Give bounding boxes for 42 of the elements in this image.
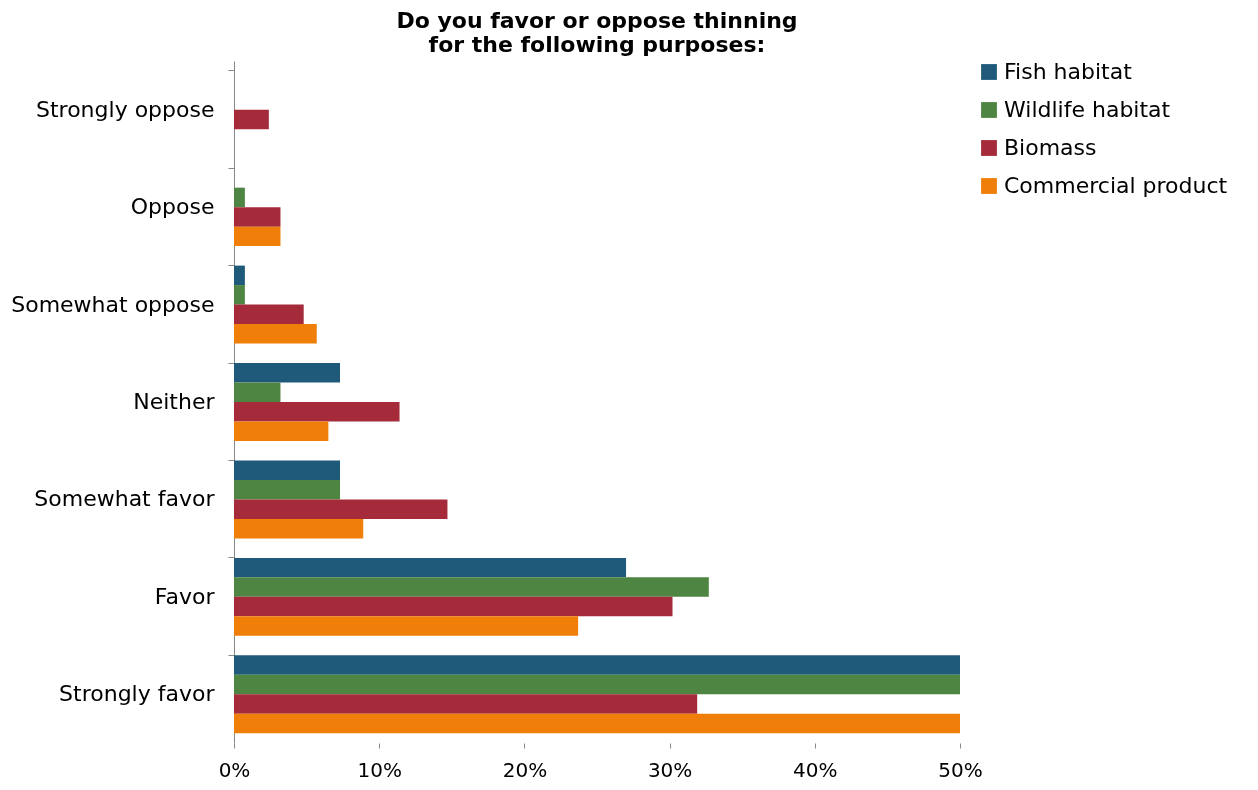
bar xyxy=(234,207,281,227)
y-tick-label: Strongly favor xyxy=(59,681,216,707)
bar xyxy=(234,479,340,500)
y-tick-label: Somewhat oppose xyxy=(11,291,215,317)
legend-label: Wildlife habitat xyxy=(1004,97,1171,122)
y-tick-label: Neither xyxy=(133,389,216,414)
legend-label: Fish habitat xyxy=(1004,59,1133,84)
bar xyxy=(234,421,329,441)
x-tick-label: 0% xyxy=(218,757,251,782)
x-tick-label: 50% xyxy=(938,757,983,782)
bar xyxy=(234,324,317,344)
bar xyxy=(234,226,281,247)
y-tick-label: Favor xyxy=(154,583,216,609)
y-tick-label: Oppose xyxy=(130,194,215,220)
bar xyxy=(234,304,304,325)
bar xyxy=(234,285,245,305)
bar xyxy=(234,187,245,208)
legend-label: Biomass xyxy=(1004,135,1097,160)
bar xyxy=(234,616,579,636)
bar xyxy=(234,460,340,480)
y-tick-label: Strongly oppose xyxy=(36,96,215,122)
bar xyxy=(234,577,709,597)
bar xyxy=(234,363,340,383)
bar xyxy=(234,518,364,539)
x-tick-label: 20% xyxy=(502,757,548,782)
y-tick-label: Somewhat favor xyxy=(34,486,216,512)
chart-title: Do you favor or oppose thinning for the following purposes: xyxy=(396,8,798,57)
bar xyxy=(234,655,960,675)
bar xyxy=(234,265,245,286)
bar xyxy=(234,402,400,422)
bar xyxy=(234,694,698,714)
bar xyxy=(234,596,673,617)
bar xyxy=(234,674,960,695)
bar xyxy=(234,382,281,402)
x-tick-label: 40% xyxy=(793,757,838,782)
bar xyxy=(234,499,448,519)
bar xyxy=(234,557,627,578)
x-tick-label: 10% xyxy=(357,757,402,782)
bar xyxy=(234,713,960,734)
legend-label: Commercial product xyxy=(1004,173,1228,198)
x-tick-label: 30% xyxy=(647,757,693,782)
bar xyxy=(234,109,269,130)
